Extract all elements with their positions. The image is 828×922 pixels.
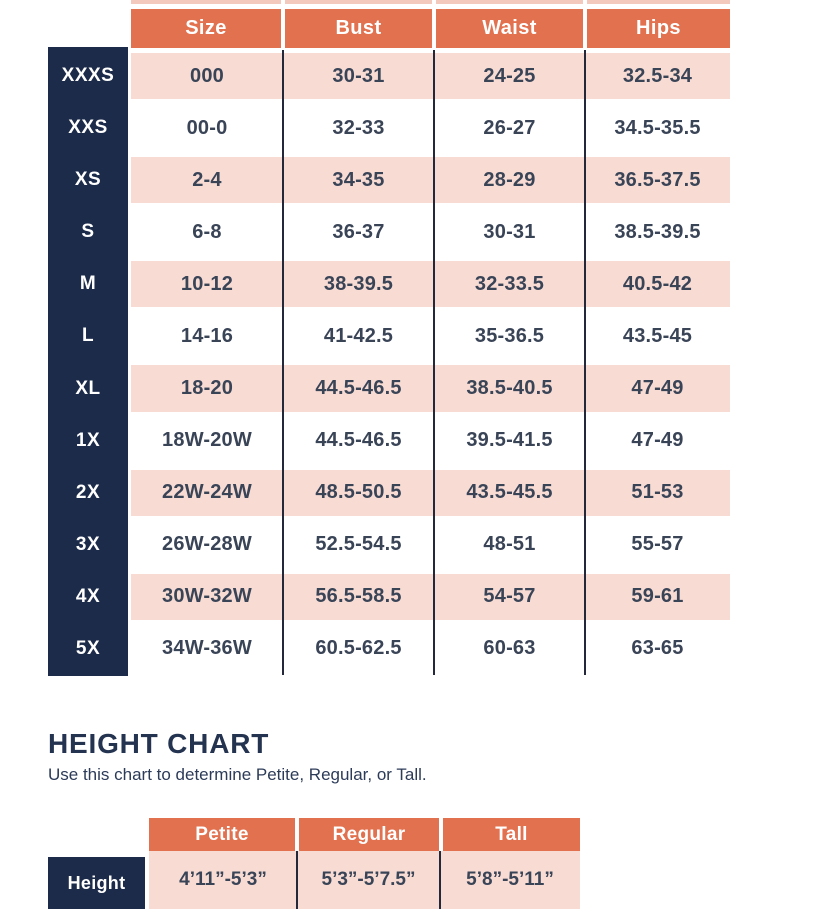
size-row-label: L bbox=[81, 325, 95, 347]
cell-bust: 56.5-58.5 bbox=[315, 585, 402, 608]
column-header-size: Size bbox=[131, 9, 281, 48]
cell-hips: 43.5-45 bbox=[622, 324, 693, 347]
cell-bust: 36-37 bbox=[332, 220, 385, 243]
cell-bust: 41-42.5 bbox=[323, 324, 394, 347]
cell-waist: 26-27 bbox=[483, 116, 536, 139]
cell-hips: 47-49 bbox=[631, 377, 684, 399]
size-row-label: 2X bbox=[75, 481, 101, 503]
size-label-column: XXXS XXS XS S M L XL 1X 2X 3X 4X 5X bbox=[48, 50, 128, 675]
column-header-hips: Hips bbox=[587, 9, 730, 48]
cell-waist: 35-36.5 bbox=[474, 324, 545, 347]
size-row-label: XL bbox=[75, 377, 101, 399]
cell-waist: 54-57 bbox=[483, 585, 536, 608]
cell-bust: 44.5-46.5 bbox=[315, 377, 402, 399]
table-row: 22W-24W 48.5-50.5 43.5-45.5 51-53 bbox=[131, 467, 730, 519]
cell-waist: 60-63 bbox=[483, 637, 536, 660]
size-label-column-background bbox=[48, 47, 128, 676]
cell-hips: 63-65 bbox=[631, 637, 684, 660]
height-table-row: 4’11”-5’3” 5’3”-5’7.5” 5’8”-5’11” bbox=[149, 851, 580, 909]
column-divider bbox=[439, 851, 441, 909]
cell-bust: 60.5-62.5 bbox=[315, 637, 402, 660]
cell-hips: 32.5-34 bbox=[622, 64, 693, 87]
size-row-label: XXXS bbox=[61, 65, 115, 87]
cell-bust: 44.5-46.5 bbox=[315, 429, 402, 452]
column-divider bbox=[584, 50, 586, 675]
height-row-label: Height bbox=[48, 857, 145, 909]
cell-bust: 48.5-50.5 bbox=[315, 481, 402, 504]
cell-size: 2-4 bbox=[192, 168, 222, 191]
cell-height-petite: 4’11”-5’3” bbox=[179, 869, 267, 890]
cell-hips: 59-61 bbox=[631, 585, 684, 608]
column-header-petite: Petite bbox=[149, 818, 295, 851]
cell-bust: 38-39.5 bbox=[323, 272, 394, 295]
cell-waist: 24-25 bbox=[483, 64, 536, 87]
size-row-label: 1X bbox=[75, 429, 101, 451]
cell-hips: 47-49 bbox=[631, 429, 684, 452]
cell-hips: 34.5-35.5 bbox=[614, 116, 701, 139]
size-table-body: 000 30-31 24-25 32.5-34 00-0 32-33 26-27… bbox=[131, 50, 730, 675]
cell-waist: 48-51 bbox=[483, 533, 536, 556]
column-header-regular: Regular bbox=[299, 818, 439, 851]
size-row-label: 5X bbox=[75, 637, 101, 659]
size-row-label: 3X bbox=[75, 533, 101, 555]
table-row: 00-0 32-33 26-27 34.5-35.5 bbox=[131, 102, 730, 154]
column-header-bust: Bust bbox=[285, 9, 432, 48]
cell-size: 18-20 bbox=[180, 377, 234, 399]
cell-size: 18W-20W bbox=[162, 429, 252, 452]
cell-hips: 40.5-42 bbox=[622, 272, 693, 295]
table-row: 34W-36W 60.5-62.5 60-63 63-65 bbox=[131, 623, 730, 675]
cell-hips: 38.5-39.5 bbox=[614, 220, 701, 243]
column-divider bbox=[282, 50, 284, 675]
cell-bust: 32-33 bbox=[332, 116, 385, 139]
cropped-table-edge bbox=[131, 0, 730, 4]
table-row: 6-8 36-37 30-31 38.5-39.5 bbox=[131, 206, 730, 258]
cell-size: 6-8 bbox=[192, 220, 222, 243]
column-header-tall: Tall bbox=[443, 818, 580, 851]
column-header-waist: Waist bbox=[436, 9, 583, 48]
cell-bust: 52.5-54.5 bbox=[315, 533, 402, 556]
cell-size: 000 bbox=[190, 64, 224, 87]
cell-hips: 55-57 bbox=[631, 533, 684, 556]
cell-size: 22W-24W bbox=[162, 481, 252, 504]
cell-waist: 43.5-45.5 bbox=[466, 481, 553, 504]
height-table-header: Petite Regular Tall bbox=[149, 818, 580, 851]
table-row: 18-20 44.5-46.5 38.5-40.5 47-49 bbox=[131, 362, 730, 414]
table-row: 14-16 41-42.5 35-36.5 43.5-45 bbox=[131, 310, 730, 362]
size-row-label: M bbox=[79, 273, 97, 295]
size-table-header: Size Bust Waist Hips bbox=[131, 9, 730, 48]
cell-size: 14-16 bbox=[180, 324, 234, 347]
table-row: 18W-20W 44.5-46.5 39.5-41.5 47-49 bbox=[131, 415, 730, 467]
cell-size: 26W-28W bbox=[162, 533, 252, 556]
size-row-label: XXS bbox=[68, 117, 108, 139]
column-divider bbox=[296, 851, 298, 909]
cell-hips: 36.5-37.5 bbox=[614, 168, 701, 191]
cell-waist: 32-33.5 bbox=[474, 272, 545, 295]
size-row-label: XS bbox=[74, 169, 102, 191]
height-chart-title: HEIGHT CHART bbox=[48, 728, 270, 759]
column-divider bbox=[433, 50, 435, 675]
cell-size: 30W-32W bbox=[162, 585, 252, 608]
table-row: 10-12 38-39.5 32-33.5 40.5-42 bbox=[131, 258, 730, 310]
cell-hips: 51-53 bbox=[631, 481, 684, 504]
cell-waist: 39.5-41.5 bbox=[466, 429, 553, 452]
cell-bust: 34-35 bbox=[332, 168, 385, 191]
cell-size: 00-0 bbox=[186, 116, 228, 139]
table-row: 26W-28W 52.5-54.5 48-51 55-57 bbox=[131, 519, 730, 571]
height-chart-subtitle: Use this chart to determine Petite, Regu… bbox=[48, 765, 427, 784]
table-row: 2-4 34-35 28-29 36.5-37.5 bbox=[131, 154, 730, 206]
table-row: 30W-32W 56.5-58.5 54-57 59-61 bbox=[131, 571, 730, 623]
table-row: 000 30-31 24-25 32.5-34 bbox=[131, 50, 730, 102]
cell-waist: 28-29 bbox=[483, 168, 536, 191]
cell-height-tall: 5’8”-5’11” bbox=[466, 869, 554, 890]
size-row-label: S bbox=[81, 221, 95, 243]
cell-size: 10-12 bbox=[180, 272, 234, 295]
size-row-label: 4X bbox=[75, 585, 101, 607]
cell-height-regular: 5’3”-5’7.5” bbox=[321, 869, 416, 890]
cell-bust: 30-31 bbox=[332, 64, 385, 87]
cell-waist: 38.5-40.5 bbox=[466, 377, 553, 399]
cell-waist: 30-31 bbox=[483, 220, 536, 243]
cell-size: 34W-36W bbox=[162, 637, 252, 660]
